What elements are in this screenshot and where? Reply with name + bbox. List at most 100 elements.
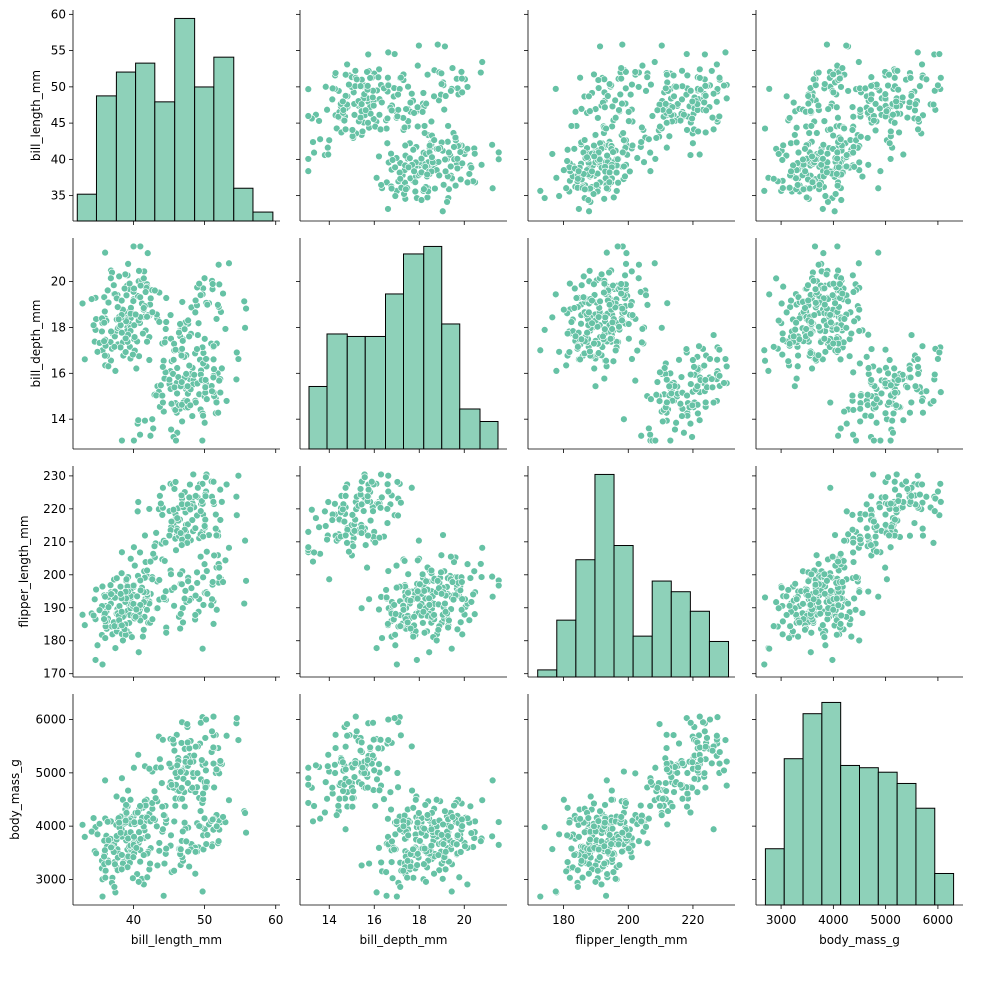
scatter-point	[635, 837, 643, 845]
scatter-point	[709, 825, 718, 833]
scatter-point	[820, 284, 829, 293]
scatter-point	[409, 804, 417, 812]
scatter-point	[420, 629, 429, 637]
scatter-point	[867, 345, 876, 353]
scatter-point	[178, 378, 186, 386]
scatter-point	[136, 818, 145, 826]
scatter-point	[225, 544, 233, 552]
scatter-point	[215, 376, 223, 385]
scatter-point	[196, 807, 205, 815]
scatter-point	[867, 95, 875, 104]
scatter-point	[159, 398, 167, 407]
scatter-point	[858, 172, 867, 181]
scatter-point	[184, 520, 192, 529]
scatter-point	[129, 874, 137, 882]
hist-bar-bill_depth_mm-0	[308, 385, 328, 450]
scatter-point	[765, 85, 773, 93]
scatter-point	[806, 601, 815, 609]
scatter-point	[887, 381, 895, 389]
scatter-point	[374, 744, 383, 752]
scatter-point	[663, 143, 671, 152]
scatter-point	[81, 355, 89, 364]
scatter-point	[393, 478, 402, 486]
scatter-point	[563, 804, 572, 812]
scatter-point	[628, 141, 637, 150]
scatter-point	[331, 731, 340, 739]
scatter-point	[130, 764, 138, 772]
scatter-point	[233, 348, 241, 357]
scatter-point	[165, 531, 174, 540]
hist-bar-flipper_length_mm-2	[575, 559, 596, 678]
scatter-point	[855, 158, 863, 167]
scatter-point	[655, 720, 664, 728]
scatter-point	[709, 90, 718, 98]
scatter-point	[785, 602, 794, 610]
scatter-point	[170, 602, 178, 610]
scatter-point	[587, 792, 595, 801]
scatter-point	[833, 170, 841, 178]
y-tick-label: 16	[51, 366, 66, 380]
scatter-point	[826, 311, 834, 319]
scatter-point	[874, 592, 882, 601]
scatter-point	[350, 773, 359, 781]
scatter-point	[162, 325, 170, 333]
scatter-point	[197, 507, 205, 515]
scatter-point	[388, 874, 397, 882]
scatter-point	[162, 318, 170, 326]
scatter-point	[453, 155, 462, 163]
scatter-point	[377, 858, 385, 867]
scatter-point	[676, 781, 685, 789]
scatter-point	[348, 794, 357, 802]
scatter-point	[365, 595, 373, 603]
scatter-point	[605, 168, 614, 177]
scatter-point	[458, 815, 466, 824]
scatter-point	[836, 620, 845, 628]
scatter-point	[399, 606, 408, 614]
scatter-point	[562, 361, 570, 370]
scatter-point	[689, 139, 697, 147]
scatter-point	[121, 348, 130, 356]
scatter-point	[683, 391, 691, 400]
scatter-point	[427, 841, 436, 850]
scatter-point	[477, 161, 486, 169]
scatter-point	[599, 332, 607, 341]
scatter-point	[810, 311, 818, 319]
scatter-point	[187, 584, 196, 592]
scatter-point	[162, 294, 170, 302]
scatter-point	[408, 484, 416, 492]
scatter-point	[357, 604, 366, 612]
scatter-point	[838, 289, 847, 298]
scatter-point	[417, 154, 426, 163]
scatter-point	[680, 111, 688, 119]
scatter-point	[134, 751, 142, 759]
scatter-point	[199, 412, 207, 420]
scatter-point	[363, 756, 372, 764]
scatter-point	[177, 739, 186, 747]
scatter-point	[713, 60, 721, 69]
scatter-point	[676, 400, 685, 408]
scatter-point	[594, 845, 603, 854]
y-tick-label: 4000	[35, 819, 66, 833]
scatter-point	[653, 106, 662, 114]
scatter-point	[458, 578, 466, 586]
scatter-point	[188, 516, 196, 524]
scatter-point	[596, 297, 604, 305]
scatter-point	[590, 339, 598, 348]
scatter-point	[682, 345, 691, 353]
scatter-point	[147, 294, 155, 303]
scatter-point	[665, 107, 673, 115]
scatter-point	[184, 577, 192, 585]
scatter-point	[814, 560, 823, 568]
scatter-point	[356, 485, 365, 493]
scatter-point	[179, 618, 187, 627]
scatter-point	[844, 297, 852, 305]
scatter-point	[107, 590, 115, 598]
scatter-point	[130, 833, 138, 841]
scatter-point	[457, 618, 465, 626]
scatter-point	[687, 370, 695, 379]
scatter-point	[136, 835, 145, 843]
scatter-point	[360, 507, 368, 515]
scatter-point	[892, 505, 900, 514]
hist-bar-flipper_length_mm-1	[556, 619, 577, 678]
scatter-point	[552, 174, 561, 182]
